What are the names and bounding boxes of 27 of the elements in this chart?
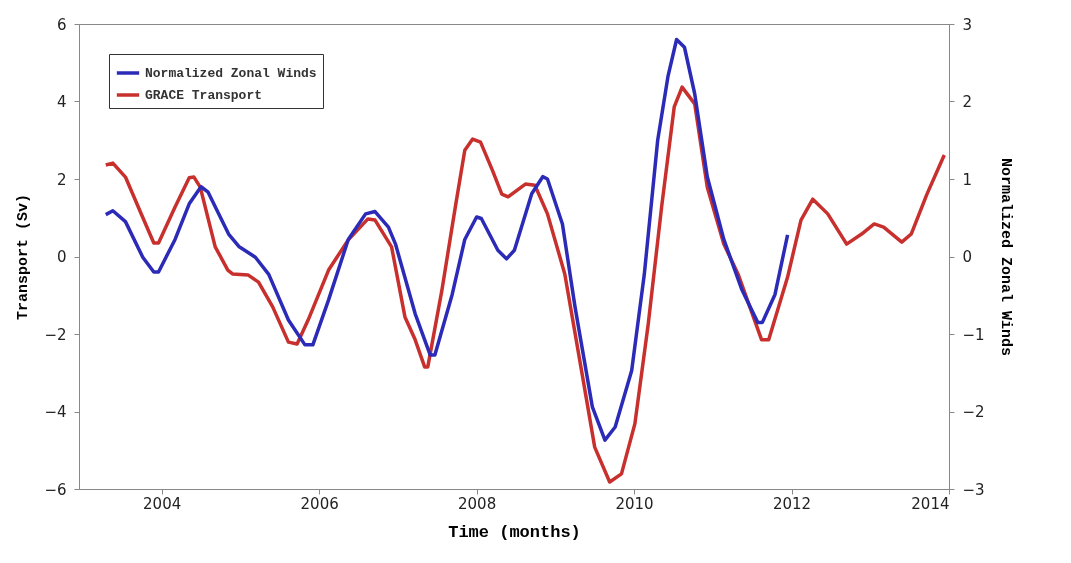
x-tick-label: 2008 <box>458 494 497 513</box>
y-axis-title: Transport (Sv) <box>15 193 33 321</box>
y2-tick-label: 1 <box>962 170 973 189</box>
x-tick-label: 2012 <box>772 494 812 513</box>
y-tick-label: 0 <box>56 248 67 266</box>
y2-tick-label: 3 <box>962 15 973 34</box>
line-series <box>104 85 947 484</box>
legend-label: GRACE Transport <box>145 88 263 103</box>
y-tick-label: −6 <box>44 480 67 499</box>
legend-label: Normalized Zonal Winds <box>145 66 317 81</box>
line-series <box>104 37 790 442</box>
y2-tick-label: −3 <box>962 480 985 499</box>
y-tick-label: 6 <box>56 15 67 34</box>
y2-tick-label: −2 <box>962 403 985 421</box>
y-tick-label: −2 <box>44 325 67 344</box>
y2-tick-label: 0 <box>962 248 973 266</box>
x-tick-label: 2006 <box>300 494 339 513</box>
y2-axis-title: Normalized Zonal Winds <box>996 157 1014 357</box>
y2-tick-label: 2 <box>962 93 973 111</box>
x-tick-label: 2010 <box>615 494 654 513</box>
x-axis-title: Time (months) <box>448 522 581 542</box>
y2-tick-label: −1 <box>962 325 985 344</box>
y-tick-label: 2 <box>56 170 67 189</box>
x-tick-label: 2004 <box>143 494 182 513</box>
x-tick-label: 2014 <box>911 494 950 513</box>
y-tick-label: −4 <box>44 403 67 421</box>
y-tick-label: 4 <box>56 93 67 111</box>
